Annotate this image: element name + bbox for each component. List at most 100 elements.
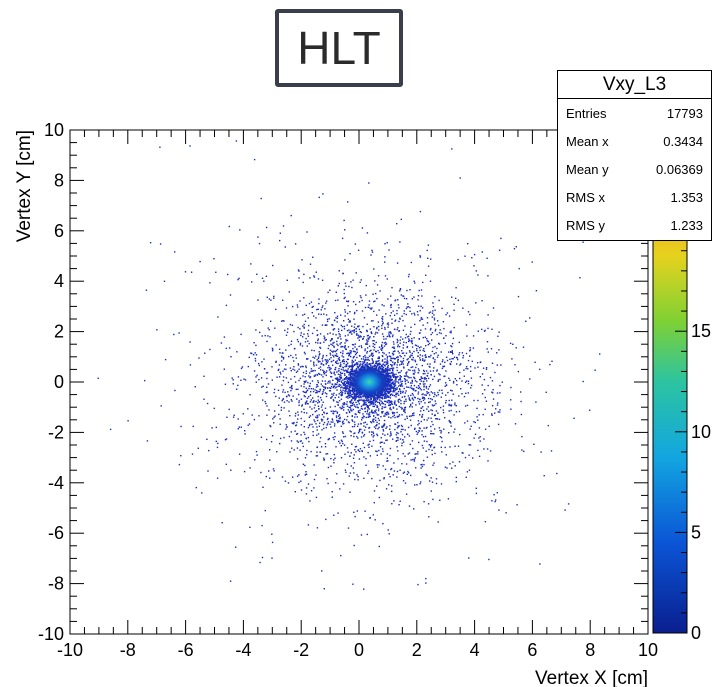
data-point (384, 358, 386, 360)
data-point (254, 352, 256, 354)
data-point (194, 386, 196, 388)
data-point (337, 373, 340, 375)
data-point (306, 453, 308, 456)
data-point (466, 335, 468, 337)
data-point (423, 409, 425, 412)
data-point (405, 386, 408, 388)
data-point (349, 455, 351, 457)
data-point (512, 343, 514, 345)
data-point (309, 382, 311, 385)
data-point (265, 402, 267, 405)
data-point (346, 387, 349, 390)
data-point (340, 445, 342, 447)
data-point (351, 361, 353, 363)
data-point (363, 429, 366, 431)
data-point (341, 421, 344, 423)
data-point (395, 381, 397, 383)
data-point (422, 377, 424, 379)
data-point (420, 329, 422, 331)
data-point (326, 453, 329, 455)
data-point (388, 484, 390, 486)
data-point (386, 460, 388, 462)
data-point (349, 402, 352, 404)
data-point (369, 411, 371, 414)
data-point (346, 415, 349, 418)
data-point (239, 229, 241, 231)
data-point (247, 424, 249, 426)
data-point (195, 486, 197, 489)
data-point (337, 285, 339, 287)
data-point (388, 416, 390, 418)
data-point (359, 399, 361, 401)
data-point (386, 335, 388, 338)
data-point (362, 417, 364, 419)
data-point (350, 465, 352, 467)
data-point (403, 396, 406, 398)
data-point (422, 396, 424, 398)
data-point (395, 373, 397, 375)
data-point (396, 338, 398, 341)
data-point (338, 383, 340, 386)
data-point (307, 335, 310, 337)
data-point (388, 473, 390, 475)
data-point (390, 390, 392, 392)
data-point (407, 386, 409, 388)
data-point (599, 353, 601, 355)
data-point (340, 351, 342, 354)
data-point (317, 361, 320, 363)
data-point (390, 379, 393, 382)
data-point (496, 392, 499, 394)
data-point (341, 391, 344, 394)
data-point (342, 352, 344, 354)
data-point (333, 392, 335, 395)
data-point (351, 415, 353, 417)
data-point (337, 358, 340, 360)
data-point (434, 452, 436, 455)
data-point (315, 392, 317, 394)
data-point (431, 481, 434, 483)
data-point (339, 334, 341, 336)
data-point (401, 407, 404, 409)
data-point (401, 408, 403, 410)
data-point (381, 304, 383, 306)
data-point (366, 362, 368, 364)
data-point (342, 432, 344, 434)
data-point (366, 339, 368, 341)
data-point (272, 418, 274, 420)
data-point (422, 324, 424, 326)
data-point (359, 412, 361, 414)
data-point (303, 383, 305, 385)
data-point (428, 448, 430, 451)
data-point (371, 411, 373, 413)
data-point (365, 457, 367, 460)
data-point (436, 369, 438, 371)
data-point (224, 383, 227, 385)
data-point (323, 411, 325, 413)
data-point (312, 390, 315, 393)
data-point (335, 355, 337, 357)
data-point (357, 334, 360, 337)
data-point (375, 360, 377, 363)
data-point (264, 334, 266, 337)
data-point (372, 352, 374, 355)
data-point (307, 358, 309, 360)
data-point (393, 357, 395, 360)
data-point (336, 381, 339, 384)
data-point (403, 441, 405, 443)
data-point (421, 318, 424, 320)
data-point (366, 533, 368, 536)
data-point (303, 380, 305, 383)
data-point (303, 420, 306, 422)
data-point (381, 407, 383, 410)
data-point (393, 373, 395, 376)
data-point (360, 331, 362, 334)
data-point (291, 476, 294, 478)
data-point (355, 451, 357, 453)
data-point (398, 307, 400, 309)
data-point (350, 435, 352, 437)
data-point (342, 346, 344, 348)
data-point (313, 365, 315, 367)
data-point (279, 352, 281, 354)
data-point (308, 425, 311, 427)
data-point (413, 428, 416, 430)
